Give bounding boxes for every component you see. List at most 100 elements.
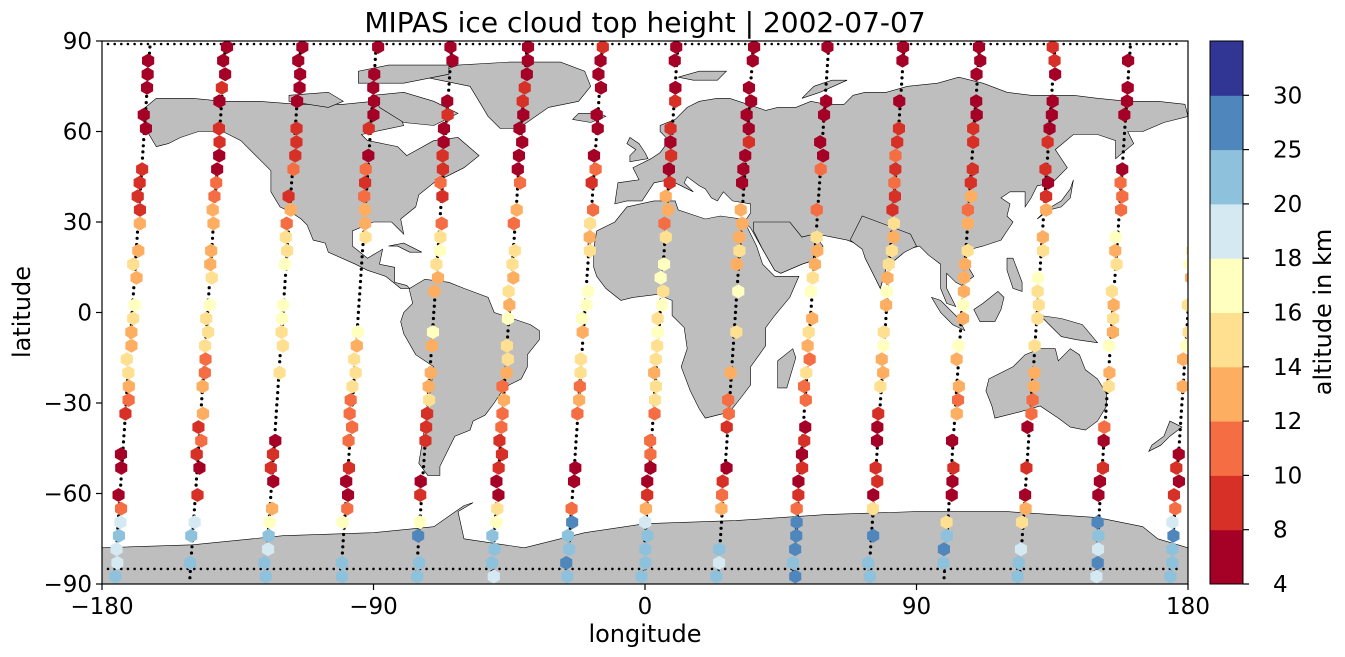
polar-track-dot [710, 567, 714, 571]
track-dot [421, 471, 425, 475]
cloud-point [125, 338, 138, 353]
track-dot [274, 409, 278, 413]
polar-track-dot [412, 42, 415, 46]
track-dot [1026, 452, 1030, 456]
track-dot [575, 421, 579, 425]
track-dot [189, 551, 194, 555]
cloud-point [495, 420, 508, 435]
polar-track-dot [936, 567, 939, 571]
cloud-point [132, 243, 145, 258]
cloud-point [596, 41, 609, 54]
cloud-point [713, 542, 726, 557]
cloud-point [492, 488, 505, 502]
polar-track-dot [106, 42, 110, 46]
cloud-point [362, 148, 375, 163]
cloud-point [1195, 149, 1207, 163]
polar-track-dot [518, 42, 521, 46]
cloud-point [196, 406, 210, 421]
track-dot [1026, 440, 1031, 444]
track-dot [360, 249, 365, 253]
track-dot [815, 218, 819, 222]
polar-track-dot [1055, 567, 1059, 571]
cloud-point [204, 257, 217, 272]
colorbar-bin [1210, 366, 1243, 422]
cloud-point [139, 121, 152, 136]
cloud-point [506, 257, 519, 272]
cloud-point [411, 569, 424, 584]
cloud-point [885, 243, 898, 258]
y-tick-label: 0 [77, 301, 92, 327]
cloud-point [1193, 122, 1205, 136]
cloud-point [722, 393, 735, 407]
cloud-point [862, 555, 875, 570]
cloud-point [648, 365, 661, 380]
cloud-point [514, 175, 527, 190]
track-dot [825, 63, 830, 68]
polar-track-dot [259, 567, 263, 571]
cloud-point [141, 80, 154, 95]
track-dot [1195, 181, 1198, 184]
land-india [849, 215, 917, 290]
cloud-point [343, 406, 356, 421]
cloud-point [342, 460, 355, 475]
polar-track-dot [538, 42, 541, 46]
cloud-point [1172, 447, 1185, 462]
cloud-point [958, 270, 971, 285]
cloud-point [275, 311, 288, 326]
polar-track-dot [743, 42, 747, 46]
polar-track-dot [1108, 42, 1112, 46]
x-tick-label: −180 [70, 594, 133, 620]
cloud-point [127, 311, 140, 326]
polar-track-dot [398, 567, 402, 571]
track-dot [671, 113, 675, 117]
track-dot [144, 101, 148, 105]
track-dot [373, 63, 377, 68]
track-dot [674, 76, 678, 80]
polar-track-dot [916, 567, 919, 571]
cloud-point [185, 528, 198, 543]
track-dot [282, 292, 286, 296]
cloud-point [1122, 53, 1135, 68]
polar-track-dot [1148, 567, 1152, 571]
polar-track-dot [1128, 42, 1132, 46]
cloud-point [658, 257, 671, 272]
cloud-point [799, 393, 812, 407]
cloud-point [1043, 121, 1056, 136]
cloud-point [1118, 107, 1131, 122]
cloud-point [1040, 189, 1053, 204]
cloud-point [896, 53, 909, 68]
track-dot [970, 150, 975, 154]
cloud-point [1031, 284, 1044, 299]
track-dot [725, 434, 729, 438]
track-dot [1203, 58, 1206, 61]
polar-track-dot [1135, 567, 1138, 571]
polar-track-dot [259, 42, 263, 46]
cloud-point [508, 243, 521, 258]
cloud-point [437, 121, 450, 136]
cloud-point [584, 216, 597, 231]
polar-track-dot [883, 567, 886, 571]
cloud-point [112, 488, 125, 502]
cloud-point [1109, 243, 1122, 258]
cloud-point [1011, 569, 1024, 584]
polar-track-dot [451, 567, 455, 571]
track-dot [1179, 409, 1183, 413]
cloud-point [580, 298, 593, 312]
land-new-guinea [1039, 315, 1099, 344]
polar-track-dot [650, 567, 654, 571]
cloud-point [1041, 135, 1054, 150]
cloud-point [1092, 542, 1105, 557]
cloud-point [733, 243, 746, 258]
polar-track-dot [126, 42, 130, 46]
polar-track-dot [159, 567, 163, 571]
polar-track-dot [1095, 42, 1099, 46]
cloud-point [590, 107, 603, 122]
cloud-point [587, 148, 601, 163]
track-dot [373, 57, 377, 62]
track-dot [211, 230, 215, 234]
cloud-point [1042, 175, 1055, 190]
polar-track-dot [617, 42, 621, 46]
cloud-point [419, 433, 432, 448]
cloud-point [111, 555, 124, 570]
cloud-point [137, 107, 150, 122]
